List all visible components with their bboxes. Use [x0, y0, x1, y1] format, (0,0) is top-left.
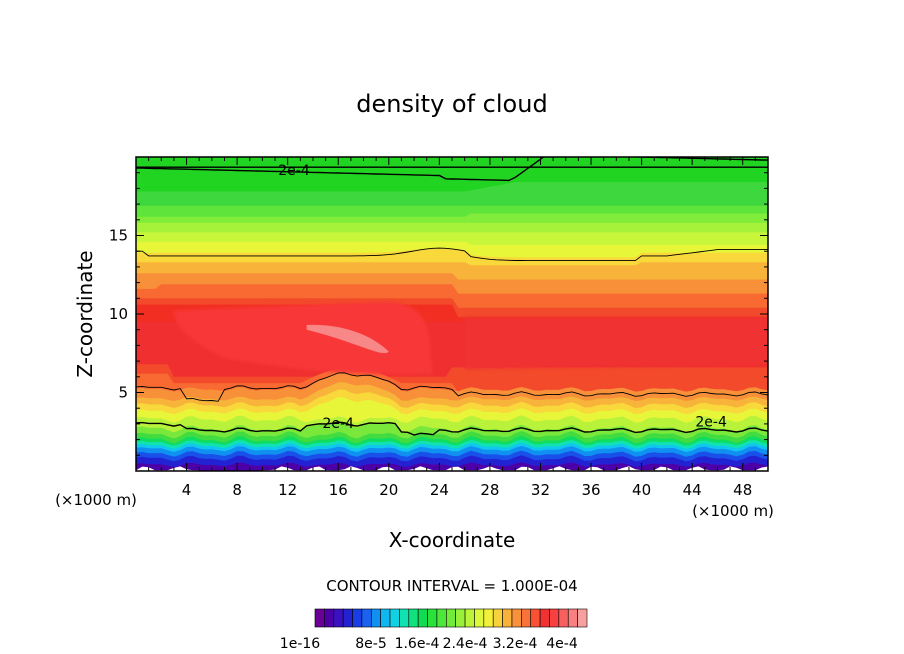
- x-tick-label: 32: [531, 481, 550, 499]
- field-band-29: [136, 462, 768, 471]
- chart-title: density of cloud: [356, 90, 547, 118]
- x-tick-label: 20: [379, 481, 398, 499]
- field-max-streak: [306, 324, 389, 354]
- colorbar-tick-label: 1.6e-4: [395, 636, 440, 652]
- colorbar-swatch-25: [549, 608, 560, 628]
- colorbar-tick-label: 2.4e-4: [443, 636, 488, 652]
- colorbar-swatch-28: [577, 608, 588, 628]
- y-axis-title: Z-coordinate: [73, 250, 97, 377]
- plot-area: [136, 157, 768, 471]
- colorbar-swatch-0: [314, 608, 325, 628]
- colorbar-swatch-20: [502, 608, 513, 628]
- contour-label-2: 2e-4: [695, 414, 727, 430]
- contour-labels: 2e-4 2e-4 2e-4: [278, 163, 727, 432]
- colorbar-tick-label: 4e-4: [546, 636, 578, 652]
- field-right-core: [464, 317, 768, 369]
- colorbar: [314, 608, 588, 628]
- contour-lower: [136, 372, 768, 402]
- x-axis-title: X-coordinate: [389, 528, 516, 552]
- colorbar-swatch-8: [389, 608, 400, 628]
- colorbar-swatch-17: [474, 608, 485, 628]
- colorbar-swatch-6: [370, 608, 381, 628]
- colorbar-swatch-13: [436, 608, 447, 628]
- colorbar-swatch-24: [539, 608, 550, 628]
- colorbar-swatch-21: [511, 608, 522, 628]
- x-axis: 4 8 12 16 20 24 28 32 36 40 44 48: [148, 157, 756, 499]
- colorbar-swatch-12: [427, 608, 438, 628]
- y-tick-label: 10: [109, 305, 128, 323]
- x-tick-label: 48: [733, 481, 752, 499]
- colorbar-swatch-1: [324, 608, 335, 628]
- colorbar-swatch-18: [483, 608, 494, 628]
- colorbar-swatch-11: [417, 608, 428, 628]
- colorbar-tick-label: 1e-16: [280, 636, 320, 652]
- colorbar-tick-label: 8e-5: [355, 636, 386, 652]
- colorbar-swatch-2: [333, 608, 344, 628]
- x-tick-label: 28: [480, 481, 499, 499]
- contour-label-0: 2e-4: [278, 163, 310, 179]
- colorbar-swatch-7: [380, 608, 391, 628]
- colorbar-swatch-27: [567, 608, 578, 628]
- contour-label-1: 2e-4: [322, 416, 354, 432]
- x-tick-label: 12: [278, 481, 297, 499]
- x-unit-label-left: (×1000 m): [55, 491, 137, 509]
- x-tick-label: 8: [232, 481, 242, 499]
- colorbar-swatch-4: [352, 608, 363, 628]
- contour-bottom-2e-4: [136, 421, 768, 436]
- colorbar-swatch-3: [342, 608, 353, 628]
- colorbar-tick-label: 3.2e-4: [493, 636, 538, 652]
- field-peak-region: [173, 301, 434, 375]
- y-tick-label: 5: [118, 384, 128, 402]
- x-tick-label: 36: [581, 481, 600, 499]
- x-tick-label: 24: [430, 481, 449, 499]
- colorbar-swatch-16: [464, 608, 475, 628]
- colorbar-labels: 1e-16 8e-5 1.6e-4 2.4e-4 3.2e-4 4e-4: [280, 636, 578, 652]
- colorbar-swatch-19: [492, 608, 503, 628]
- contour-upper: [136, 247, 768, 262]
- y-tick-label: 15: [109, 227, 128, 245]
- x-tick-label: 40: [632, 481, 651, 499]
- colorbar-swatch-5: [361, 608, 372, 628]
- x-tick-label: 16: [329, 481, 348, 499]
- colorbar-swatch-15: [455, 608, 466, 628]
- x-tick-label: 44: [683, 481, 702, 499]
- colorbar-swatch-9: [399, 608, 410, 628]
- colorbar-swatch-22: [521, 608, 532, 628]
- x-unit-label-right: (×1000 m): [692, 502, 774, 520]
- x-tick-label: 4: [182, 481, 192, 499]
- y-axis: 5 10 15: [109, 172, 768, 456]
- colorbar-swatch-23: [530, 608, 541, 628]
- colorbar-swatch-14: [446, 608, 456, 628]
- contour-interval-label: CONTOUR INTERVAL = 1.000E-04: [326, 577, 577, 595]
- colorbar-swatch-26: [558, 608, 569, 628]
- colorbar-swatch-10: [408, 608, 419, 628]
- color-field: [136, 157, 768, 471]
